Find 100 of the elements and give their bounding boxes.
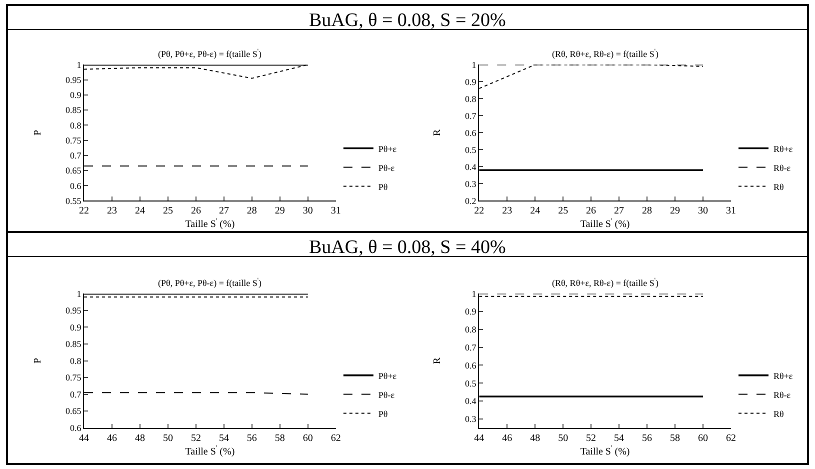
x-tick-label: 24 (134, 206, 145, 217)
y-axis-title: R (432, 357, 444, 364)
x-axis-title: Taille S$^{'}$ (%) (580, 217, 630, 230)
y-tick-label: 0.95 (65, 306, 82, 316)
text: BuAG, θ = 0.08, S = 40% (309, 237, 506, 258)
x-axis-title: Taille S$^{'}$ (%) (185, 217, 235, 230)
legend-label: Rθ-ε (774, 162, 791, 173)
y-tick-label: 0.7 (465, 342, 477, 352)
x-tick-label: 56 (642, 432, 652, 444)
x-tick-label: 48 (530, 432, 540, 444)
x-tick-label: 50 (162, 432, 173, 444)
x-tick-label: 30 (302, 206, 313, 217)
y-tick-label: 0.8 (465, 94, 477, 104)
y-tick-label: 0.5 (465, 144, 477, 155)
x-tick-label: 26 (586, 206, 596, 217)
x-tick-label: 52 (586, 432, 596, 444)
x-tick-label: 29 (670, 206, 680, 217)
y-tick-label: 0.2 (465, 196, 476, 206)
y-tick-label: 1 (472, 60, 476, 70)
x-tick-label: 23 (502, 206, 512, 217)
x-tick-label: 46 (107, 432, 118, 444)
x-tick-label: 23 (107, 206, 118, 217)
y-tick-label: 1 (76, 288, 82, 299)
y-tick-label: 1 (76, 60, 82, 70)
y-tick-label: 0.5 (465, 378, 477, 388)
x-tick-label: 62 (330, 432, 341, 444)
y-tick-label: 0.6 (70, 180, 82, 191)
x-axis-title: Taille S$^{'}$ (%) (185, 444, 235, 458)
y-tick-label: 0.6 (70, 422, 82, 433)
y-tick-label: 0.8 (465, 324, 477, 335)
y-tick-label: 0.75 (65, 372, 82, 383)
x-tick-label: 22 (474, 206, 484, 217)
x-tick-label: 31 (726, 206, 736, 217)
x-tick-label: 58 (670, 432, 680, 444)
y-axis-title: P (32, 130, 44, 136)
legend-label: Rθ (774, 182, 784, 192)
x-tick-label: 58 (274, 432, 285, 444)
y-tick-label: 0.75 (65, 135, 82, 146)
y-tick-label: 1 (472, 288, 476, 299)
x-tick-label: 30 (698, 206, 708, 217)
legend-label: Pθ (378, 408, 388, 419)
chart-title: (Pθ, Pθ+ε, Pθ-ε) = f(taille S$^{'}$) (158, 48, 262, 59)
legend-label: Rθ-ε (774, 390, 791, 400)
x-tick-label: 22 (79, 206, 90, 217)
legend-label: Rθ (774, 408, 784, 419)
x-tick-label: 52 (190, 432, 201, 444)
legend-label: Pθ (378, 182, 388, 192)
y-axis-title: P (32, 358, 44, 364)
x-tick-label: 24 (530, 206, 540, 217)
x-tick-label: 28 (246, 206, 257, 217)
y-tick-label: 0.9 (465, 306, 477, 317)
y-tick-label: 0.9 (70, 90, 82, 100)
x-tick-label: 25 (162, 206, 173, 217)
y-tick-label: 0.4 (465, 162, 477, 172)
y-tick-label: 0.95 (65, 74, 82, 85)
x-tick-label: 50 (558, 432, 568, 444)
y-tick-label: 0.7 (70, 150, 82, 161)
y-tick-label: 0.3 (465, 178, 477, 189)
x-tick-label: 26 (190, 206, 201, 217)
x-tick-label: 31 (330, 206, 341, 217)
x-tick-label: 60 (698, 432, 708, 444)
legend-label: Rθ+ε (774, 144, 793, 154)
chart-title: (Rθ, Rθ+ε, Rθ-ε) = f(taille S$^{'}$) (552, 48, 659, 59)
x-tick-label: 62 (726, 432, 736, 444)
y-tick-label: 0.85 (65, 105, 82, 116)
x-tick-label: 48 (134, 432, 145, 444)
y-tick-label: 0.9 (465, 76, 477, 87)
y-tick-label: 0.9 (70, 322, 82, 332)
y-tick-label: 0.65 (65, 166, 82, 176)
chart-title: (Rθ, Rθ+ε, Rθ-ε) = f(taille S$^{'}$) (552, 277, 659, 288)
legend-label: Pθ+ε (378, 144, 397, 154)
y-tick-label: 0.6 (465, 128, 477, 138)
y-tick-label: 0.55 (65, 196, 82, 206)
y-tick-label: 0.4 (465, 396, 477, 406)
x-tick-label: 60 (302, 432, 313, 444)
legend-label: Rθ+ε (774, 370, 793, 381)
x-tick-label: 28 (642, 206, 652, 217)
x-tick-label: 54 (614, 432, 624, 444)
y-axis-title: R (432, 129, 444, 136)
y-tick-label: 0.8 (70, 120, 82, 130)
x-tick-label: 46 (502, 432, 512, 444)
x-tick-label: 29 (274, 206, 285, 217)
x-tick-label: 56 (246, 432, 257, 444)
y-tick-label: 0.8 (70, 356, 82, 366)
legend-label: Pθ-ε (378, 390, 395, 400)
y-tick-label: 0.6 (465, 360, 477, 370)
x-axis-title: Taille S$^{'}$ (%) (580, 444, 630, 458)
chart-title: (Pθ, Pθ+ε, Pθ-ε) = f(taille S$^{'}$) (158, 277, 262, 288)
x-tick-label: 25 (558, 206, 568, 217)
y-tick-label: 0.3 (465, 414, 477, 424)
x-tick-label: 27 (218, 206, 229, 217)
y-tick-label: 0.7 (465, 110, 477, 121)
x-tick-label: 54 (218, 432, 229, 444)
text: BuAG, θ = 0.08, S = 20% (309, 10, 506, 31)
y-tick-label: 0.85 (65, 339, 82, 350)
legend-label: Pθ-ε (378, 162, 395, 173)
x-tick-label: 44 (474, 432, 484, 444)
legend-label: Pθ+ε (378, 370, 397, 381)
y-tick-label: 0.65 (65, 406, 82, 416)
y-tick-label: 0.7 (70, 389, 82, 400)
